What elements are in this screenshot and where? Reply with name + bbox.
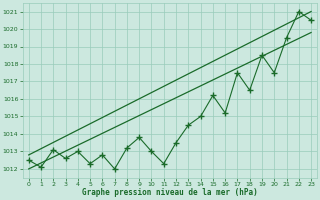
X-axis label: Graphe pression niveau de la mer (hPa): Graphe pression niveau de la mer (hPa) (82, 188, 258, 197)
